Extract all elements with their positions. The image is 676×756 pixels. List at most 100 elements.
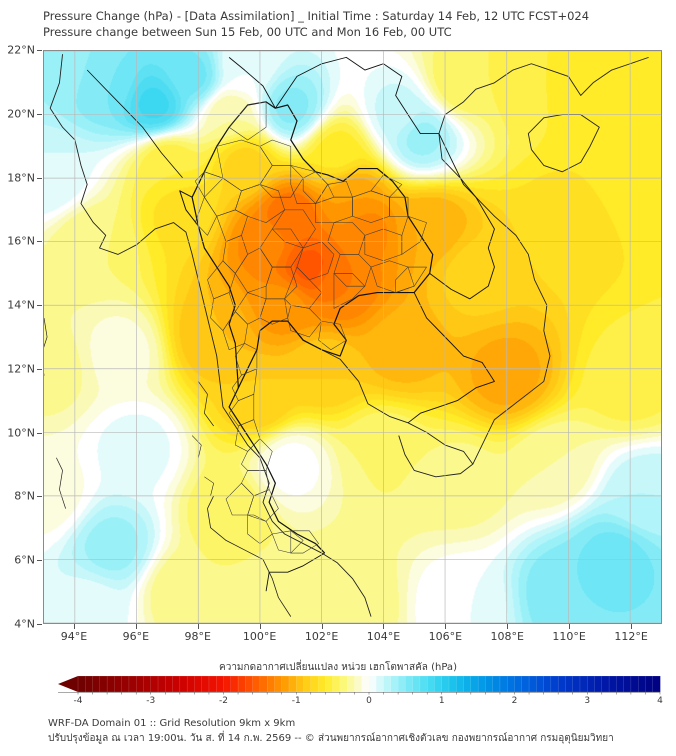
colorbar-cell bbox=[608, 675, 617, 693]
longitude-tick-mark bbox=[445, 624, 447, 629]
latitude-tick-label: 12°N bbox=[7, 362, 35, 376]
colorbar-cell bbox=[310, 675, 319, 693]
colorbar-cell bbox=[223, 675, 232, 693]
colorbar-cell bbox=[507, 675, 516, 693]
colorbar-cell bbox=[427, 675, 436, 693]
longitude-tick-label: 102°E bbox=[304, 630, 339, 643]
colorbar-cell bbox=[128, 675, 137, 693]
colorbar-cell bbox=[485, 675, 494, 693]
latitude-tick-mark bbox=[37, 496, 42, 498]
longitude-tick-mark bbox=[321, 624, 323, 629]
colorbar-cell bbox=[645, 675, 654, 693]
colorbar-cell bbox=[463, 675, 472, 693]
colorbar-cell bbox=[106, 675, 115, 693]
colorbar-cell bbox=[477, 675, 486, 693]
footer-credit: ปรับปรุงข้อมูล ณ เวลา 19:00น. วัน ส. ที่… bbox=[48, 733, 614, 744]
colorbar-cell bbox=[346, 675, 356, 693]
colorbar-cell bbox=[368, 675, 377, 693]
colorbar-cell bbox=[274, 675, 283, 693]
latitude-tick-mark bbox=[37, 560, 42, 562]
colorbar-cell bbox=[143, 675, 152, 693]
longitude-tick-mark bbox=[631, 624, 633, 629]
page-subtitle: Pressure change between Sun 15 Feb, 00 U… bbox=[43, 25, 452, 39]
colorbar-cell bbox=[266, 675, 275, 693]
colorbar-cell bbox=[288, 675, 297, 693]
colorbar-cell bbox=[339, 675, 348, 693]
colorbar-gradient bbox=[58, 675, 661, 695]
colorbar-cell bbox=[332, 675, 341, 693]
longitude-tick-label: 106°E bbox=[428, 630, 463, 643]
colorbar-cell bbox=[499, 675, 508, 693]
colorbar-cell bbox=[565, 675, 574, 693]
longitude-tick-mark bbox=[197, 624, 199, 629]
colorbar-cell bbox=[543, 675, 552, 693]
longitude-tick-label: 110°E bbox=[552, 630, 586, 643]
longitude-tick-mark bbox=[135, 624, 137, 629]
colorbar-cell bbox=[201, 675, 210, 693]
longitude-tick-mark bbox=[569, 624, 571, 629]
colorbar-cell bbox=[281, 675, 290, 693]
colorbar-cell bbox=[99, 675, 108, 693]
latitude-tick-mark bbox=[37, 177, 42, 179]
colorbar-cell bbox=[587, 675, 596, 693]
colorbar-cell bbox=[492, 675, 501, 693]
latitude-tick-mark bbox=[37, 368, 42, 370]
colorbar-tick-label: 0 bbox=[366, 696, 372, 706]
colorbar-cell bbox=[92, 675, 101, 693]
colorbar-tick-label: 4 bbox=[657, 696, 663, 706]
colorbar-cell bbox=[652, 675, 661, 693]
colorbar-cell bbox=[390, 675, 399, 693]
colorbar-cell bbox=[434, 675, 443, 693]
colorbar-caption: ความกดอากาศเปลี่ยนแปลง หน่วย เฮกโตพาสคัล… bbox=[219, 662, 457, 673]
colorbar-cell bbox=[354, 675, 363, 693]
longitude-tick-mark bbox=[507, 624, 509, 629]
colorbar-tick-label: -4 bbox=[73, 696, 83, 706]
colorbar-cell bbox=[296, 675, 305, 693]
longitude-tick-label: 98°E bbox=[184, 630, 211, 643]
colorbar-tick-label: -3 bbox=[146, 696, 156, 706]
latitude-tick-label: 14°N bbox=[7, 298, 35, 312]
colorbar-cell bbox=[557, 675, 567, 693]
latitude-tick-label: 20°N bbox=[7, 107, 35, 121]
colorbar-cell bbox=[448, 675, 457, 693]
latitude-tick-mark bbox=[37, 305, 42, 307]
colorbar-cell bbox=[186, 675, 195, 693]
footer: WRF-DA Domain 01 :: Grid Resolution 9km … bbox=[48, 716, 668, 746]
map-plot-area bbox=[43, 50, 662, 624]
lat-lon-gridlines bbox=[44, 51, 661, 623]
colorbar-cell bbox=[121, 675, 130, 693]
page-title: Pressure Change (hPa) - [Data Assimilati… bbox=[43, 9, 590, 23]
colorbar-cell bbox=[317, 675, 326, 693]
latitude-tick-mark bbox=[37, 624, 42, 625]
colorbar-cell bbox=[419, 675, 428, 693]
latitude-tick-mark bbox=[37, 241, 42, 243]
colorbar-tick-label: -1 bbox=[291, 696, 301, 706]
colorbar-cell bbox=[528, 675, 537, 693]
colorbar-tick-label: 3 bbox=[584, 696, 591, 706]
colorbar-cell bbox=[245, 675, 254, 693]
colorbar-cell bbox=[259, 675, 268, 693]
latitude-axis: 4°N 6°N 8°N 10°N 12°N 14°N 16°N 18°N 20°N 22°N bbox=[0, 0, 42, 756]
colorbar-cell bbox=[150, 675, 159, 693]
longitude-tick-label: 96°E bbox=[122, 630, 150, 643]
colorbar-tick-label: 2 bbox=[511, 696, 518, 706]
colorbar-cell bbox=[383, 675, 392, 693]
latitude-tick-label: 16°N bbox=[7, 234, 35, 248]
colorbar-cell bbox=[376, 675, 385, 693]
colorbar-cell bbox=[550, 675, 559, 693]
colorbar-cell bbox=[85, 675, 94, 693]
longitude-tick-label: 112°E bbox=[614, 630, 648, 643]
colorbar-cell bbox=[601, 675, 610, 693]
colorbar-cell bbox=[114, 675, 123, 693]
colorbar-cell bbox=[303, 675, 312, 693]
colorbar-cell bbox=[230, 675, 239, 693]
colorbar-tick-label: -2 bbox=[219, 696, 228, 706]
colorbar-cell bbox=[165, 675, 174, 693]
longitude-tick-label: 104°E bbox=[366, 630, 401, 643]
colorbar-cell bbox=[194, 675, 203, 693]
colorbar-cell bbox=[172, 675, 181, 693]
colorbar-cell bbox=[361, 675, 370, 693]
colorbar-cell bbox=[579, 675, 588, 693]
colorbar-cell bbox=[514, 675, 523, 693]
